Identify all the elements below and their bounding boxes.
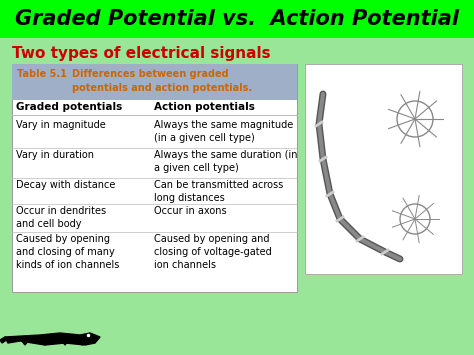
Text: Caused by opening and
closing of voltage-gated
ion channels: Caused by opening and closing of voltage… <box>154 234 272 271</box>
Polygon shape <box>22 338 28 345</box>
Text: Vary in duration: Vary in duration <box>16 150 94 160</box>
Text: Caused by opening
and closing of many
kinds of ion channels: Caused by opening and closing of many ki… <box>16 234 119 271</box>
Text: Can be transmitted across
long distances: Can be transmitted across long distances <box>154 180 283 203</box>
Bar <box>305 64 462 274</box>
Text: Decay with distance: Decay with distance <box>16 180 115 190</box>
Text: Always the same duration (in
a given cell type): Always the same duration (in a given cel… <box>154 150 298 173</box>
Bar <box>0 0 474 38</box>
Text: Always the same magnitude
(in a given cell type): Always the same magnitude (in a given ce… <box>154 120 293 143</box>
Polygon shape <box>79 338 85 345</box>
Text: Two types of electrical signals: Two types of electrical signals <box>12 46 271 61</box>
Bar <box>12 64 297 292</box>
Text: Occur in dendrites
and cell body: Occur in dendrites and cell body <box>16 206 106 229</box>
Text: Vary in magnitude: Vary in magnitude <box>16 120 106 130</box>
Text: Action potentials: Action potentials <box>154 102 255 112</box>
Text: Occur in axons: Occur in axons <box>154 206 227 216</box>
Polygon shape <box>5 333 100 345</box>
Polygon shape <box>0 337 8 343</box>
Bar <box>12 64 297 100</box>
Text: Graded Potential vs.  Action Potential: Graded Potential vs. Action Potential <box>15 9 459 29</box>
Polygon shape <box>42 338 48 345</box>
Text: Graded potentials: Graded potentials <box>16 102 122 112</box>
Polygon shape <box>62 338 68 345</box>
Text: Differences between graded
potentials and action potentials.: Differences between graded potentials an… <box>72 69 252 93</box>
Text: Table 5.1: Table 5.1 <box>17 69 67 79</box>
